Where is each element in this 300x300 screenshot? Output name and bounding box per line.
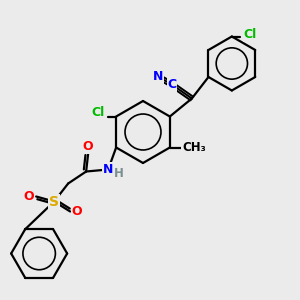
- Text: CH₃: CH₃: [182, 141, 206, 154]
- Text: O: O: [24, 190, 34, 203]
- Text: S: S: [49, 194, 59, 208]
- Text: C: C: [167, 78, 176, 91]
- Text: H: H: [114, 167, 124, 180]
- Text: O: O: [83, 140, 94, 153]
- Text: N: N: [153, 70, 163, 83]
- Text: N: N: [103, 163, 113, 176]
- Text: Cl: Cl: [92, 106, 105, 119]
- Text: O: O: [72, 205, 83, 218]
- Text: Cl: Cl: [243, 28, 256, 41]
